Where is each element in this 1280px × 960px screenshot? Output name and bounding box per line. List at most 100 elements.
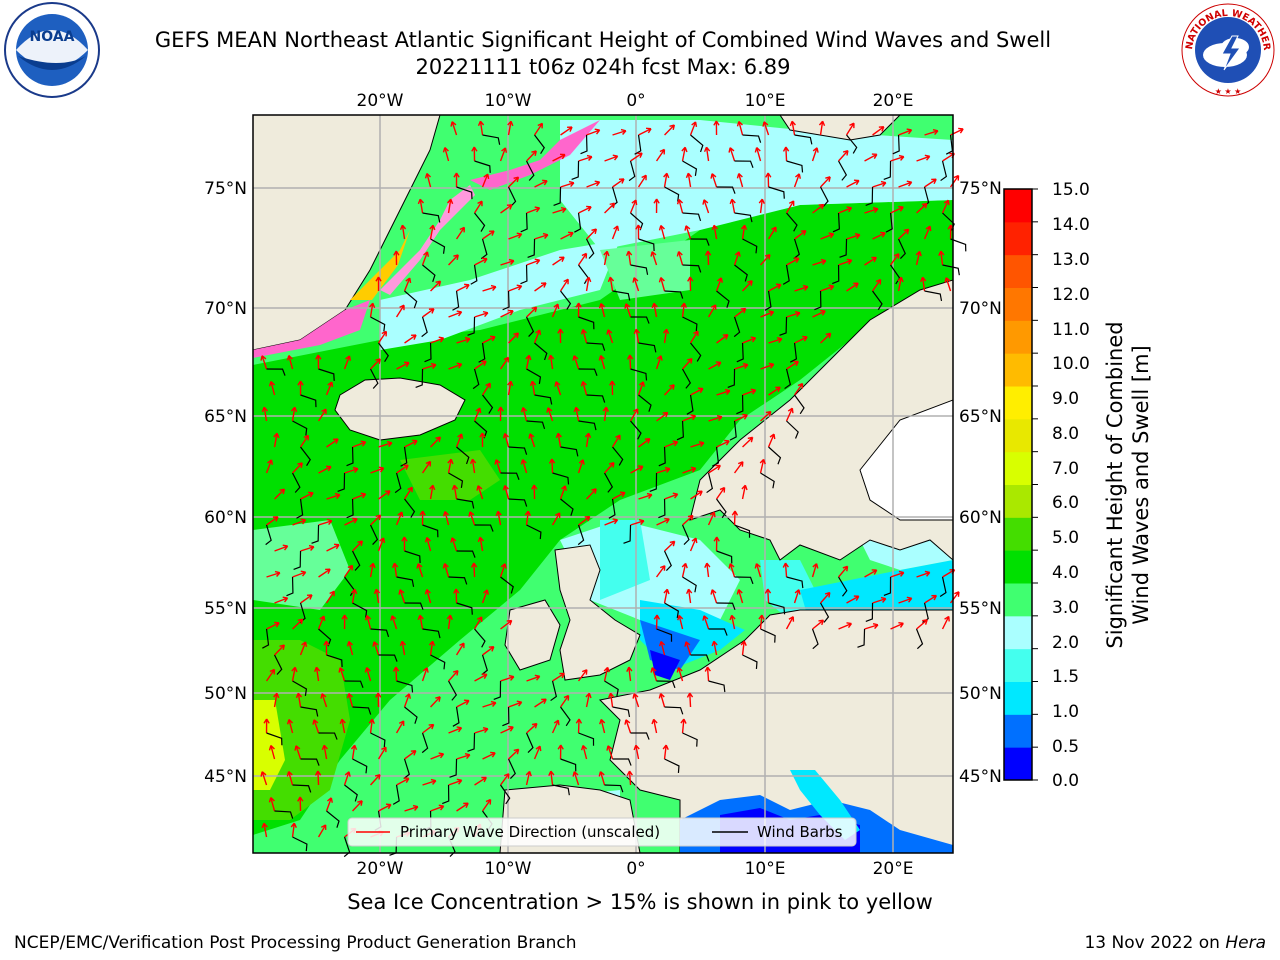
wind-barb bbox=[508, 446, 528, 455]
wave-direction-arrow bbox=[604, 202, 616, 214]
wind-barb bbox=[369, 524, 379, 545]
wave-direction-arrow bbox=[404, 334, 417, 344]
wave-direction-arrow bbox=[300, 544, 315, 552]
colorbar-tick-label: 5.0 bbox=[1052, 528, 1080, 548]
wave-direction-arrow bbox=[448, 669, 459, 682]
colorbar-tick-label: 0.0 bbox=[1052, 771, 1080, 791]
wave-direction-arrow bbox=[760, 253, 771, 266]
wind-barb bbox=[400, 446, 408, 467]
wave-direction-arrow bbox=[716, 439, 730, 448]
wave-direction-arrow bbox=[664, 384, 675, 396]
colorbar-tick-label: 3.0 bbox=[1052, 598, 1080, 618]
wave-direction-arrow bbox=[650, 667, 658, 682]
lon-label-bottom-10w: 10°W bbox=[485, 859, 532, 879]
wave-direction-arrow bbox=[658, 640, 666, 656]
wave-direction-arrow bbox=[265, 668, 276, 682]
wave-direction-arrow bbox=[350, 744, 358, 760]
wave-direction-arrow bbox=[266, 516, 279, 526]
wave-direction-arrow bbox=[446, 614, 453, 630]
wave-direction-arrow bbox=[846, 282, 859, 292]
wind-barb bbox=[742, 238, 758, 254]
lat-label-left-55n: 55°N bbox=[204, 599, 247, 619]
wind-barb bbox=[526, 420, 546, 430]
wind-barb bbox=[782, 264, 790, 285]
wave-direction-arrow bbox=[603, 250, 610, 266]
wave-direction-arrow bbox=[811, 147, 819, 162]
wave-direction-arrow bbox=[274, 488, 286, 500]
wave-direction-arrow bbox=[368, 718, 375, 734]
wave-direction-arrow bbox=[378, 803, 392, 812]
wave-direction-arrow bbox=[404, 804, 419, 812]
wave-direction-arrow bbox=[818, 120, 826, 136]
wave-direction-arrow bbox=[274, 596, 289, 604]
colorbar-title: Significant Height of Combined Wind Wave… bbox=[1102, 321, 1154, 648]
wave-direction-arrow bbox=[474, 257, 488, 266]
wind-barb bbox=[623, 524, 632, 544]
wave-direction-arrow bbox=[398, 589, 406, 604]
wave-direction-arrow bbox=[370, 773, 381, 786]
wind-barb bbox=[560, 290, 572, 310]
wave-direction-arrow bbox=[481, 798, 492, 812]
wave-direction-arrow bbox=[346, 693, 354, 708]
wind-barb bbox=[716, 602, 736, 610]
wind-barb bbox=[686, 394, 694, 415]
wave-direction-arrow bbox=[346, 640, 354, 656]
wave-direction-arrow bbox=[740, 640, 747, 656]
wave-direction-arrow bbox=[733, 461, 744, 474]
wind-barb bbox=[422, 212, 441, 223]
wind-barb bbox=[508, 498, 528, 507]
colorbar-segment bbox=[1004, 583, 1032, 617]
wave-direction-arrow bbox=[626, 666, 633, 682]
wave-direction-arrow bbox=[704, 666, 711, 682]
wave-direction-arrow bbox=[713, 120, 720, 136]
wave-direction-arrow bbox=[546, 407, 554, 422]
wave-direction-arrow bbox=[944, 277, 952, 292]
lat-label-left-60n: 60°N bbox=[204, 508, 247, 528]
wave-direction-arrow bbox=[455, 642, 465, 656]
wave-direction-arrow bbox=[704, 562, 711, 578]
wave-direction-arrow bbox=[711, 640, 718, 656]
colorbar-tick-label: 1.0 bbox=[1052, 702, 1080, 722]
wave-direction-arrow bbox=[754, 563, 762, 578]
wave-direction-arrow bbox=[534, 282, 547, 292]
wind-barb bbox=[448, 576, 468, 585]
wind-barb bbox=[832, 212, 840, 233]
wave-direction-arrow bbox=[651, 302, 658, 318]
wave-direction-arrow bbox=[273, 692, 280, 708]
lat-label-left-70n: 70°N bbox=[204, 299, 247, 319]
wind-barb bbox=[586, 342, 606, 351]
wave-direction-arrow bbox=[456, 336, 471, 344]
wind-barb bbox=[422, 628, 441, 639]
wave-direction-arrow bbox=[609, 380, 616, 396]
wave-direction-arrow bbox=[533, 329, 542, 344]
wind-barb bbox=[682, 576, 697, 593]
wave-direction-arrow bbox=[473, 616, 483, 630]
wave-direction-arrow bbox=[404, 439, 418, 448]
wave-direction-arrow bbox=[941, 615, 950, 630]
wave-direction-arrow bbox=[655, 355, 663, 370]
wind-barb bbox=[415, 368, 424, 388]
wave-direction-arrow bbox=[525, 354, 532, 370]
wind-barb bbox=[552, 784, 570, 796]
wave-direction-arrow bbox=[395, 720, 405, 734]
wind-barb bbox=[768, 186, 785, 199]
wave-direction-arrow bbox=[611, 225, 620, 240]
colorbar-tick-label: 8.0 bbox=[1052, 424, 1080, 444]
wave-direction-arrow bbox=[635, 224, 642, 240]
wave-direction-arrow bbox=[500, 309, 514, 318]
wave-direction-arrow bbox=[687, 276, 694, 292]
wind-barb bbox=[857, 628, 866, 648]
colorbar-segment bbox=[1004, 320, 1032, 354]
wind-barb bbox=[939, 576, 947, 598]
wave-direction-arrow bbox=[430, 436, 442, 448]
wind-barb bbox=[344, 784, 358, 802]
wind-barb bbox=[474, 212, 486, 232]
wind-barb bbox=[292, 680, 308, 696]
wave-direction-arrow bbox=[767, 433, 776, 448]
wave-direction-arrow bbox=[474, 776, 487, 786]
wind-barb bbox=[664, 706, 684, 715]
wind-barb bbox=[786, 212, 798, 232]
wave-direction-arrow bbox=[920, 276, 927, 292]
wave-direction-arrow bbox=[314, 770, 322, 786]
colorbar-tick-label: 11.0 bbox=[1052, 320, 1090, 340]
